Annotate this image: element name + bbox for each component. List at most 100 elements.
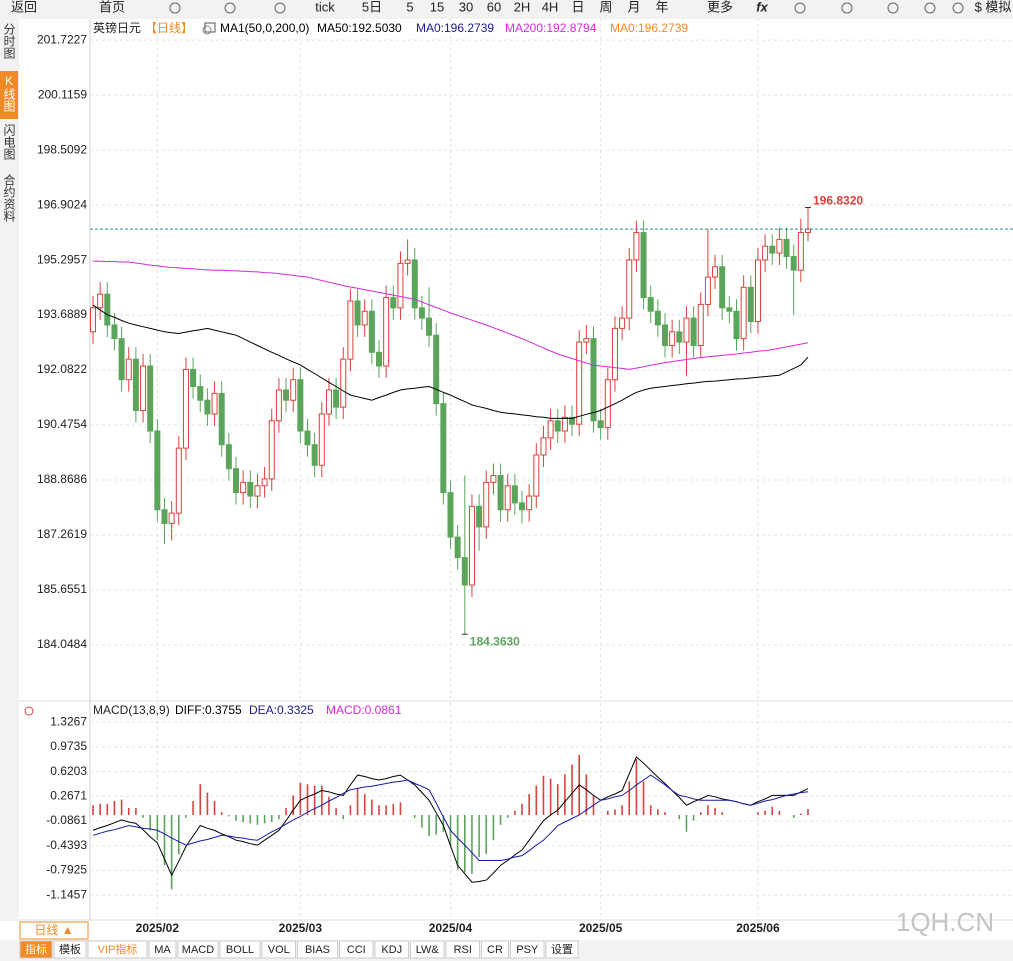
tab-bg[interactable] [545, 940, 579, 959]
toolbar-button[interactable]: 日 [571, 0, 584, 14]
tab-bg[interactable] [148, 940, 177, 959]
toolbar-icon[interactable] [169, 2, 181, 14]
tab[interactable]: VIP指标 [98, 942, 138, 956]
y-tick-label: 201.7227 [37, 32, 87, 46]
candle-body [261, 478, 268, 487]
tab[interactable]: MACD [182, 944, 214, 956]
tab[interactable]: BIAS [305, 944, 330, 956]
sidebar-tab[interactable]: 闪电图 [2, 124, 16, 160]
macd-line [92, 756, 809, 883]
sidebar-tab[interactable]: 分时图 [2, 23, 16, 59]
candle-body [719, 266, 726, 309]
indicator-icon[interactable] [24, 706, 34, 716]
candle-body [726, 307, 733, 312]
legend-entry: MA200:192.8794 [505, 21, 597, 35]
tab-bg[interactable] [445, 940, 480, 959]
candle-body [233, 468, 239, 494]
candle-body [132, 358, 139, 412]
candle-body [311, 444, 318, 466]
collapse-icon[interactable] [202, 25, 212, 35]
ma-line [93, 260, 809, 370]
sidebar-tab[interactable]: 合约资料 [2, 173, 16, 222]
y-tick-label: 184.0484 [37, 637, 87, 651]
y-tick-label: 192.0822 [37, 362, 87, 376]
toolbar-icon[interactable] [224, 2, 236, 14]
toolbar-icon[interactable] [952, 2, 964, 14]
tab-bg[interactable] [87, 940, 148, 959]
toolbar-button[interactable]: 4H [542, 0, 559, 14]
toolbar-button[interactable]: 首页 [99, 0, 125, 14]
macd-title: MACD(13,8,9) [93, 703, 170, 717]
toolbar-button[interactable]: 更多 [707, 0, 733, 14]
toolbar-button[interactable]: 5 [406, 0, 413, 14]
candle-body [390, 297, 397, 309]
toolbar-icon[interactable] [274, 2, 286, 14]
toolbar-button[interactable]: 月 [627, 0, 640, 14]
legend-entry: MA1(50,0,200,0) [220, 21, 309, 35]
sidebar-tab[interactable]: K线图 [2, 74, 16, 112]
x-tick-label: 2025/06 [736, 921, 780, 935]
tab[interactable]: RSI [454, 944, 472, 956]
tab-bg[interactable] [53, 940, 87, 959]
ma-icon[interactable] [204, 22, 216, 33]
candle-body [440, 403, 447, 494]
tab-bg[interactable] [410, 940, 445, 959]
toolbar-button[interactable]: tick [315, 0, 335, 14]
candle-body [676, 331, 683, 343]
toolbar-icon[interactable] [887, 2, 899, 14]
y-tick-label: 0.9735 [50, 739, 87, 753]
tab-bg[interactable] [261, 940, 296, 959]
tab-bg[interactable] [510, 940, 545, 959]
tab[interactable]: 模板 [59, 942, 81, 956]
tab[interactable]: LW& [416, 944, 440, 956]
period-button[interactable]: 日线 ▲ [34, 923, 73, 937]
tab[interactable]: 设置 [551, 943, 573, 956]
toolbar-button[interactable]: 15 [430, 0, 444, 14]
x-tick-label: 2025/04 [429, 921, 473, 935]
candle-body [626, 259, 633, 319]
candle-body [633, 232, 640, 261]
candle-body [519, 502, 525, 511]
toolbar-icon[interactable] [924, 2, 936, 14]
candle-body [161, 509, 168, 524]
tab-bg[interactable] [219, 940, 261, 959]
candle-body [497, 475, 504, 511]
watermark: 1QH.CN [896, 907, 994, 937]
y-tick-label: 190.4754 [37, 417, 87, 431]
toolbar-button[interactable]: 60 [487, 0, 501, 14]
toolbar-button[interactable]: fx [756, 0, 768, 14]
tab[interactable]: 指标 [25, 942, 47, 956]
candle-body [604, 379, 611, 429]
tab[interactable]: MA [154, 944, 171, 956]
toolbar-icon[interactable] [841, 2, 853, 14]
toolbar-button[interactable]: $ 模拟 [975, 0, 1012, 14]
candle-body [576, 341, 583, 425]
toolbar-button[interactable]: 5日 [362, 0, 382, 14]
tab[interactable]: CCI [347, 944, 366, 956]
tab[interactable]: VOL [268, 944, 290, 956]
candle-body [640, 232, 647, 299]
tab-bg[interactable] [297, 940, 338, 959]
tab-bg[interactable] [481, 940, 509, 959]
tab[interactable]: BOLL [226, 944, 254, 956]
toolbar-button[interactable]: 返回 [11, 0, 37, 14]
extreme-label: 196.8320 [813, 194, 863, 208]
toolbar-button[interactable]: 2H [514, 0, 531, 14]
tab-bg[interactable] [339, 940, 374, 959]
candle-body [283, 389, 290, 401]
toolbar-button[interactable]: 30 [459, 0, 473, 14]
candle-body [783, 238, 790, 258]
y-tick-label: -0.4393 [46, 838, 87, 852]
toolbar-button[interactable]: 年 [655, 0, 668, 14]
y-tick-label: 200.1159 [38, 87, 87, 101]
tab[interactable]: CR [487, 944, 503, 956]
tab-bg[interactable] [374, 940, 409, 959]
toolbar-button[interactable]: 周 [599, 0, 612, 14]
tab-bg[interactable] [19, 940, 53, 959]
tab-bg[interactable] [177, 940, 219, 959]
tab[interactable]: PSY [516, 944, 539, 956]
tab[interactable]: KDJ [381, 944, 402, 956]
period-button-bg[interactable] [19, 921, 89, 940]
toolbar-icon[interactable] [794, 2, 806, 14]
